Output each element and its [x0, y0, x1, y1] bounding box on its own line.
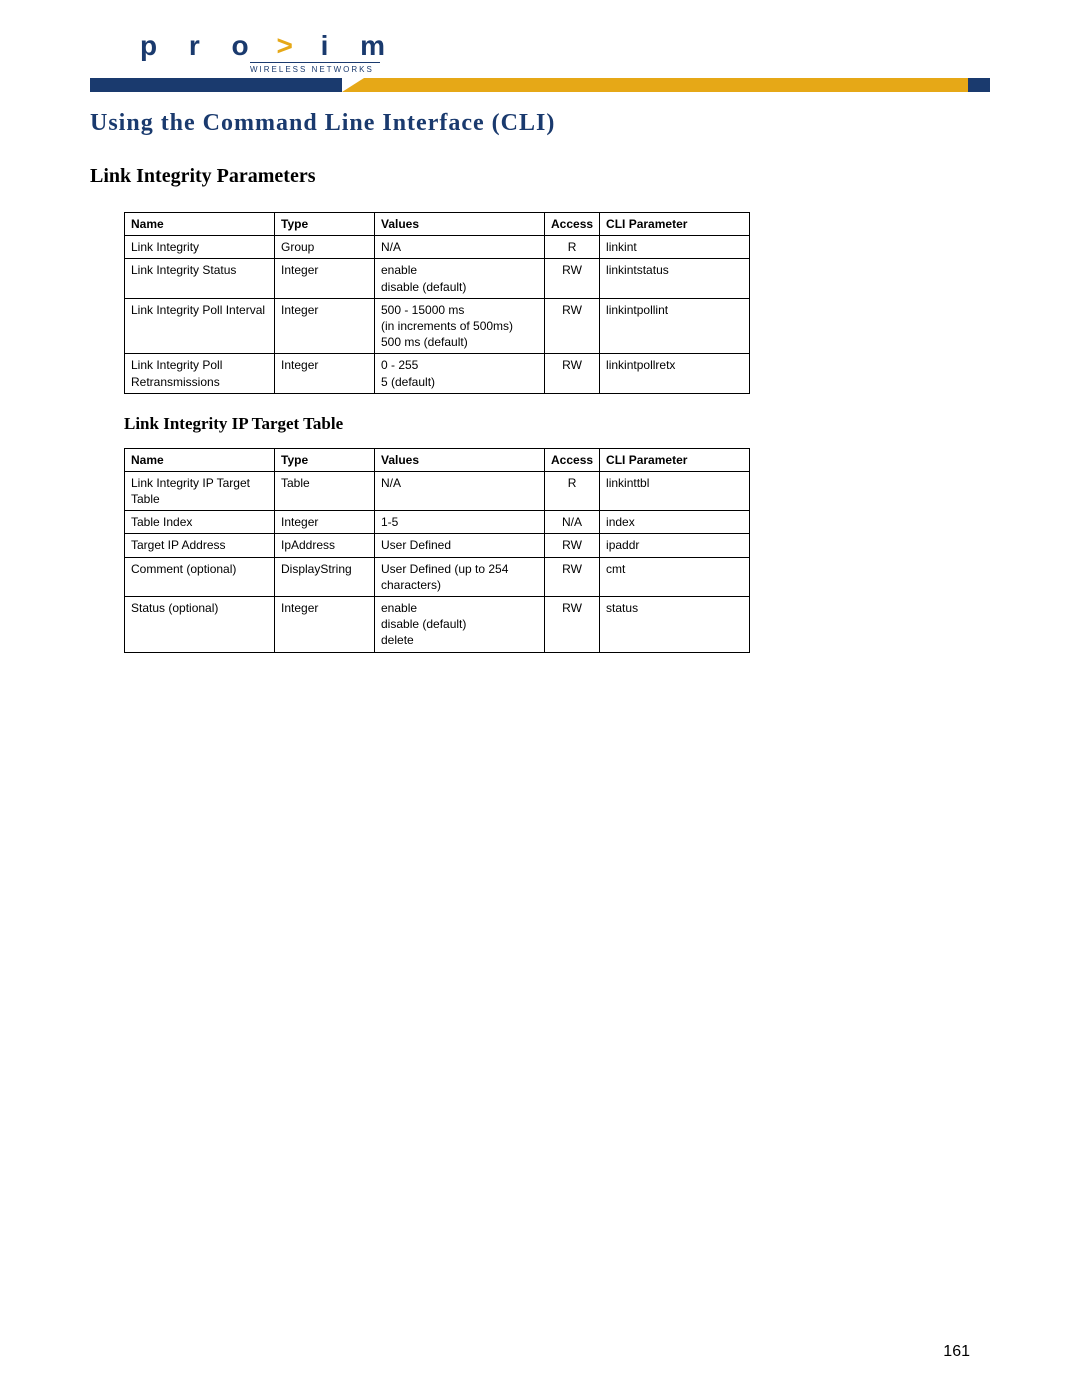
col-values: Values: [375, 213, 545, 236]
table-cell: RW: [545, 534, 600, 557]
logo: p r o > i m WIRELESS NETWORKS: [90, 30, 990, 74]
table-cell: N/A: [375, 471, 545, 510]
table-cell: ipaddr: [600, 534, 750, 557]
col-access: Access: [545, 213, 600, 236]
table-cell: N/A: [375, 236, 545, 259]
page-number: 161: [943, 1343, 970, 1361]
table-row: Link IntegrityGroupN/ARlinkint: [125, 236, 750, 259]
table-header-row: Name Type Values Access CLI Parameter: [125, 448, 750, 471]
table-cell: Target IP Address: [125, 534, 275, 557]
table-row: Comment (optional)DisplayStringUser Defi…: [125, 557, 750, 596]
table-row: Link Integrity StatusIntegerenabledisabl…: [125, 259, 750, 298]
table-row: Link Integrity Poll IntervalInteger500 -…: [125, 298, 750, 354]
table-row: Link Integrity IP Target TableTableN/ARl…: [125, 471, 750, 510]
col-name: Name: [125, 213, 275, 236]
table-row: Table IndexInteger1-5N/Aindex: [125, 511, 750, 534]
link-integrity-ip-target-table: Name Type Values Access CLI Parameter Li…: [124, 448, 750, 653]
table-header-row: Name Type Values Access CLI Parameter: [125, 213, 750, 236]
table-cell: IpAddress: [275, 534, 375, 557]
page-title: Using the Command Line Interface (CLI): [90, 110, 990, 137]
table-cell: Table: [275, 471, 375, 510]
table-cell: linkintpollint: [600, 298, 750, 354]
logo-brand: p r o > i m: [140, 30, 397, 62]
table-cell: linkintpollretx: [600, 354, 750, 393]
table-cell: Link Integrity Status: [125, 259, 275, 298]
table-cell: R: [545, 471, 600, 510]
table-cell: linkint: [600, 236, 750, 259]
col-cli: CLI Parameter: [600, 213, 750, 236]
table-cell: enabledisable (default)delete: [375, 597, 545, 653]
table-cell: RW: [545, 259, 600, 298]
table-cell: 1-5: [375, 511, 545, 534]
table-cell: linkinttbl: [600, 471, 750, 510]
table-cell: cmt: [600, 557, 750, 596]
table-cell: Table Index: [125, 511, 275, 534]
table-cell: linkintstatus: [600, 259, 750, 298]
table-cell: status: [600, 597, 750, 653]
table-cell: 500 - 15000 ms(in increments of 500ms)50…: [375, 298, 545, 354]
table-row: Status (optional)Integerenabledisable (d…: [125, 597, 750, 653]
table-cell: User Defined (up to 254 characters): [375, 557, 545, 596]
table-cell: RW: [545, 298, 600, 354]
table-cell: 0 - 2555 (default): [375, 354, 545, 393]
table-cell: Comment (optional): [125, 557, 275, 596]
table-cell: Status (optional): [125, 597, 275, 653]
table-row: Link Integrity Poll RetransmissionsInteg…: [125, 354, 750, 393]
table-cell: enabledisable (default): [375, 259, 545, 298]
sub-heading: Link Integrity IP Target Table: [124, 414, 990, 434]
table-cell: N/A: [545, 511, 600, 534]
table-cell: RW: [545, 354, 600, 393]
col-type: Type: [275, 213, 375, 236]
table-cell: Integer: [275, 354, 375, 393]
table-cell: RW: [545, 557, 600, 596]
col-type: Type: [275, 448, 375, 471]
link-integrity-params-table: Name Type Values Access CLI Parameter Li…: [124, 212, 750, 394]
col-access: Access: [545, 448, 600, 471]
logo-subtext: WIRELESS NETWORKS: [250, 62, 380, 74]
table-cell: index: [600, 511, 750, 534]
table-cell: Integer: [275, 511, 375, 534]
table-cell: DisplayString: [275, 557, 375, 596]
table-row: Target IP AddressIpAddressUser DefinedRW…: [125, 534, 750, 557]
table-cell: Integer: [275, 298, 375, 354]
section-heading: Link Integrity Parameters: [90, 165, 990, 188]
header-divider: [90, 78, 990, 92]
table-cell: Link Integrity Poll Retransmissions: [125, 354, 275, 393]
table-cell: Link Integrity IP Target Table: [125, 471, 275, 510]
col-name: Name: [125, 448, 275, 471]
table-cell: Link Integrity Poll Interval: [125, 298, 275, 354]
table-cell: Integer: [275, 259, 375, 298]
table-cell: R: [545, 236, 600, 259]
table-cell: Integer: [275, 597, 375, 653]
table-cell: RW: [545, 597, 600, 653]
table-cell: Group: [275, 236, 375, 259]
table-cell: Link Integrity: [125, 236, 275, 259]
col-values: Values: [375, 448, 545, 471]
col-cli: CLI Parameter: [600, 448, 750, 471]
table-cell: User Defined: [375, 534, 545, 557]
